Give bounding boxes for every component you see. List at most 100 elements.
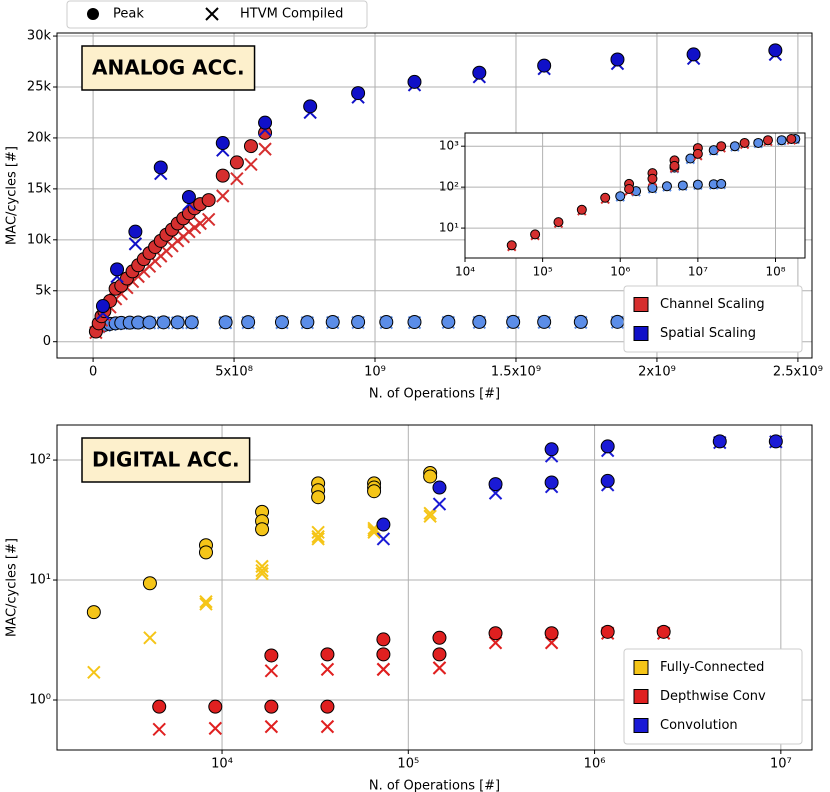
compiled-point: [320, 662, 335, 677]
compiled-point: [208, 721, 223, 736]
y-axis-label: MAC/cycles [#]: [5, 538, 20, 637]
peak-point: [544, 475, 559, 490]
peak-point: [610, 314, 625, 329]
y-tick-label: 5k: [35, 283, 51, 298]
peak-point: [553, 217, 564, 228]
peak-point: [142, 315, 157, 330]
peak-point: [255, 522, 270, 537]
peak-point: [768, 43, 783, 58]
peak-point: [762, 135, 773, 146]
compiled-point: [199, 597, 213, 611]
y-tick-label: 10¹: [439, 221, 459, 235]
x-tick-label: 10⁹: [364, 365, 386, 380]
peak-point: [95, 299, 110, 314]
peak-point: [153, 160, 168, 175]
x-tick-label: 1.5x10⁹: [491, 365, 541, 380]
x-tick-label: 10⁵: [533, 265, 553, 279]
peak-point: [537, 314, 552, 329]
compiled-point: [170, 234, 185, 248]
legend-swatch: [633, 326, 649, 341]
compiled-point: [216, 189, 230, 203]
compiled-point: [423, 509, 437, 523]
plot: 10⁴ 10⁵ 10⁶ 10⁷ 10⁸ 10¹ 10² 10³: [439, 132, 806, 279]
peak-point: [258, 115, 273, 130]
peak-point: [712, 434, 727, 449]
peak-point: [753, 137, 764, 148]
x-tick-label: 10⁷: [770, 757, 792, 772]
peak-point: [184, 315, 199, 330]
peak-point: [647, 173, 658, 184]
compiled-point: [143, 631, 157, 645]
peak-point: [142, 576, 157, 591]
peak-point: [303, 99, 318, 114]
peak-point: [692, 179, 703, 190]
x-tick-label: 10⁵: [397, 757, 419, 772]
compiled-point: [230, 171, 244, 186]
peak-point: [432, 630, 447, 645]
peak-point: [215, 136, 230, 151]
peak-point: [320, 647, 335, 662]
y-tick-label: 20k: [27, 130, 52, 145]
peak-point: [677, 180, 688, 191]
legend-label: Depthwise Conv: [660, 689, 766, 704]
peak-point: [376, 647, 391, 662]
x-axis-label: N. of Operations [#]: [369, 779, 500, 792]
peak-point: [152, 699, 167, 714]
peak-point: [441, 314, 456, 329]
peak-point: [472, 65, 487, 80]
legend-label: Spatial Scaling: [660, 326, 756, 341]
y-tick-label: 15k: [27, 181, 52, 196]
compiled-point: [311, 529, 325, 544]
y-tick-label: 10²: [439, 180, 459, 194]
peak-point: [739, 137, 750, 148]
legend-swatch: [633, 718, 649, 733]
y-tick-label: 10k: [27, 232, 52, 247]
x-tick-label: 10⁸: [765, 265, 785, 279]
peak-point: [423, 469, 438, 484]
plot: 10⁴ 10⁵ 10⁶ 10⁷ 10⁰ 10¹ 10² N. of Operations [#…: [5, 424, 813, 792]
peak-point: [351, 315, 366, 330]
x-axis-label: N. of Operations [#]: [369, 387, 500, 402]
peak-point: [600, 192, 611, 203]
peak-point: [716, 141, 727, 152]
peak-point: [407, 315, 422, 330]
y-tick-label: 10²: [29, 453, 51, 468]
peak-point: [776, 135, 787, 146]
compiled-point: [320, 719, 335, 734]
x-tick-label: 10⁶: [584, 757, 606, 772]
peak-point: [320, 699, 335, 714]
compiled-point: [264, 719, 279, 734]
peak-point: [692, 148, 703, 159]
peak-point: [624, 184, 635, 195]
compiled-point: [187, 220, 202, 235]
legend-box: [623, 648, 803, 745]
peak-point: [530, 229, 541, 240]
peak-point: [600, 473, 615, 488]
peak-point: [110, 262, 125, 277]
peak-point: [716, 178, 727, 189]
annotation: DIGITAL ACC.: [92, 448, 240, 472]
peak-point: [573, 314, 588, 329]
peak-point: [686, 47, 701, 62]
compiled-point: [87, 665, 101, 680]
x-tick-label: 10⁷: [688, 265, 708, 279]
peak-point: [615, 191, 626, 202]
peak-point: [376, 632, 391, 647]
x-tick-label: 2x10⁹: [638, 365, 676, 380]
marker-legend: [66, 0, 368, 29]
peak-point: [201, 193, 216, 208]
annotation-box: [81, 45, 256, 91]
peak-point: [669, 160, 680, 171]
y-tick-label: 10¹: [29, 573, 51, 588]
legend-label: Channel Scaling: [660, 297, 765, 312]
x-tick-label: 10⁶: [610, 265, 630, 279]
peak-point: [488, 626, 503, 641]
x-tick-label: 5x10⁸: [215, 365, 253, 380]
legend-swatch: [633, 297, 649, 312]
peak-point: [376, 517, 391, 532]
compiled-point: [199, 594, 213, 609]
peak-point: [181, 190, 196, 205]
peak-point: [128, 224, 143, 239]
legend-label: HTVM Compiled: [240, 7, 343, 22]
